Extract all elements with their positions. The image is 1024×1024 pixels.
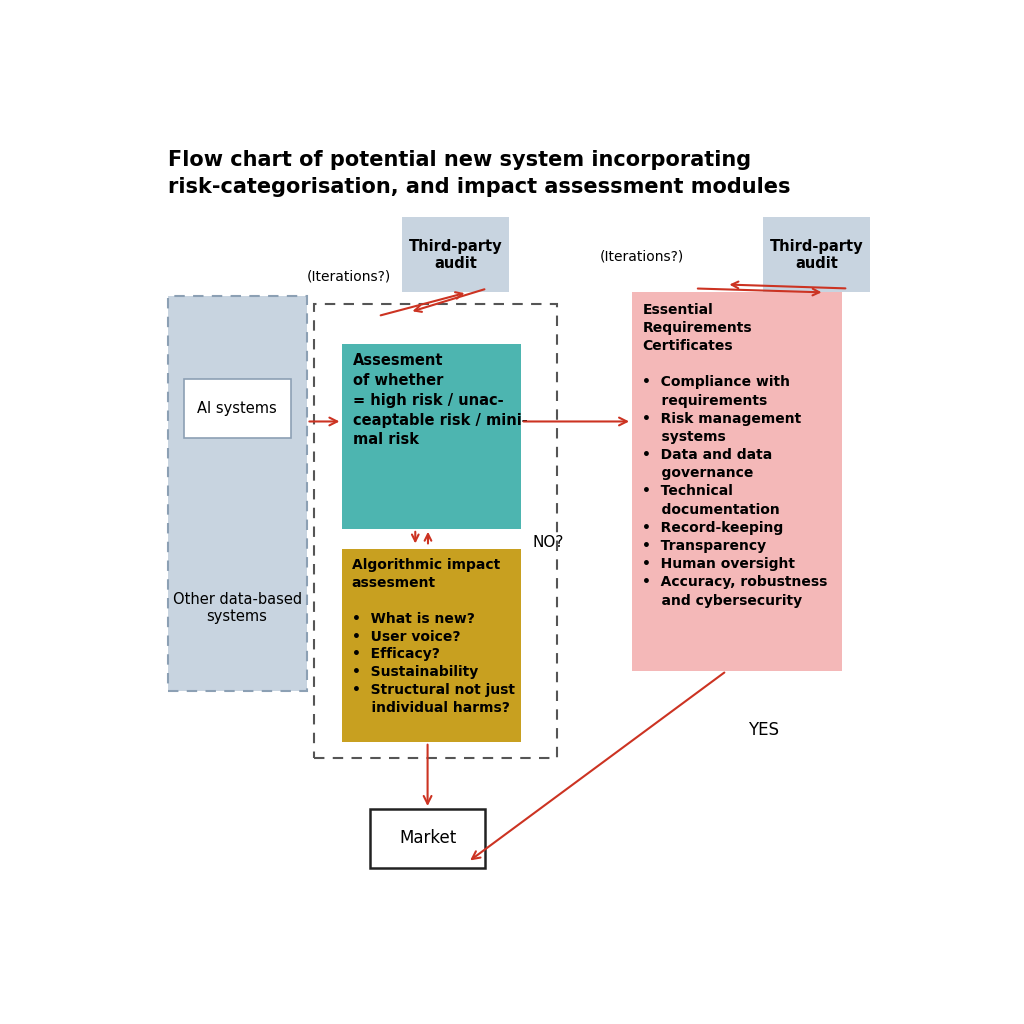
Text: Third-party
audit: Third-party audit (770, 239, 863, 271)
Text: (Iterations?): (Iterations?) (306, 269, 391, 284)
Text: Assesment
of whether
= high risk / unac-
ceaptable risk / mini-
mal risk: Assesment of whether = high risk / unac-… (352, 353, 527, 447)
Text: Market: Market (399, 829, 457, 848)
Text: (Iterations?): (Iterations?) (600, 250, 684, 264)
FancyBboxPatch shape (342, 549, 521, 741)
Text: NO?: NO? (532, 535, 564, 550)
FancyBboxPatch shape (370, 809, 485, 868)
Text: Flow chart of potential new system incorporating
risk-categorisation, and impact: Flow chart of potential new system incor… (168, 151, 791, 197)
Text: YES: YES (748, 721, 778, 739)
FancyBboxPatch shape (632, 293, 842, 671)
FancyBboxPatch shape (168, 296, 306, 690)
FancyBboxPatch shape (342, 344, 521, 529)
Text: Third-party
audit: Third-party audit (409, 239, 502, 271)
Text: Algorithmic impact
assesment

•  What is new?
•  User voice?
•  Efficacy?
•  Sus: Algorithmic impact assesment • What is n… (352, 558, 515, 715)
Text: Essential
Requirements
Certificates

•  Compliance with
    requirements
•  Risk: Essential Requirements Certificates • Co… (642, 303, 827, 607)
Text: AI systems: AI systems (198, 401, 278, 416)
FancyBboxPatch shape (763, 217, 870, 293)
Text: Other data-based
systems: Other data-based systems (173, 592, 302, 624)
FancyBboxPatch shape (183, 379, 291, 438)
FancyBboxPatch shape (401, 217, 509, 293)
